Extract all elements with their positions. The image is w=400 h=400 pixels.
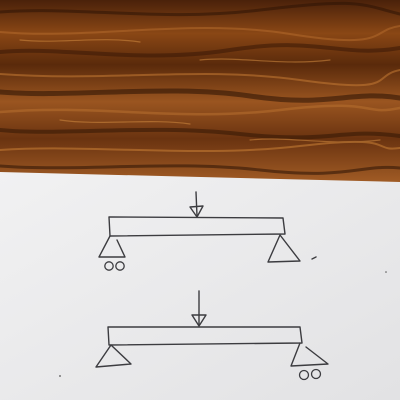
bottom-load-arrow-icon: [191, 290, 207, 327]
top-right-pin-support-icon: [267, 234, 317, 263]
top-left-roller-support-icon: [98, 235, 126, 271]
top-diagram: [98, 191, 317, 271]
bottom-diagram: [95, 290, 329, 381]
top-beam: [108, 216, 286, 237]
top-load-arrow-icon: [189, 191, 204, 218]
bottom-right-roller-support-icon: [290, 342, 329, 381]
pencil-speck: [385, 271, 387, 273]
pencil-speck: [59, 375, 61, 377]
bottom-beam: [107, 326, 303, 346]
bottom-left-pin-support-icon: [95, 344, 132, 368]
